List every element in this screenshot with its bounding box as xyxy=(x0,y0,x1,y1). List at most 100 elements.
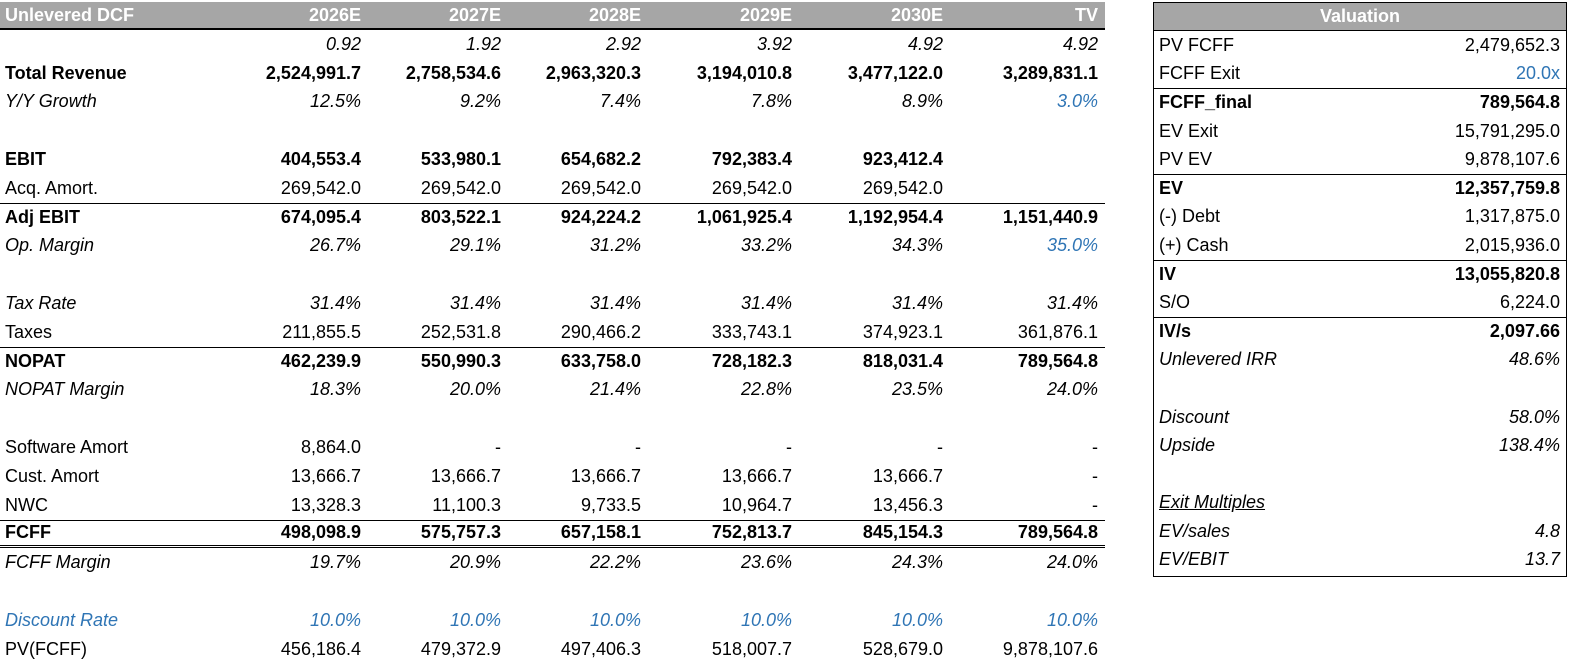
valuation-row: EV Exit 15,791,295.0 xyxy=(1154,117,1566,146)
valuation-value: 2,479,652.3 xyxy=(1464,34,1560,55)
dcf-cell: 361,876.1 xyxy=(1017,321,1098,342)
dcf-table: Unlevered DCF 2026E 2027E 2028E 2029E 20… xyxy=(0,2,1105,664)
valuation-row: FCFF Exit 20.0x xyxy=(1154,60,1566,89)
dcf-cell: 8.9% xyxy=(901,91,943,112)
dcf-cell: 9,878,107.6 xyxy=(1002,638,1098,659)
valuation-value: 48.6% xyxy=(1508,349,1560,370)
dcf-cell: 269,542.0 xyxy=(560,177,641,198)
dcf-cell: 10.0% xyxy=(589,609,641,630)
valuation-label: PV EV xyxy=(1159,149,1213,170)
dcf-cell: 31.4% xyxy=(740,293,792,314)
dcf-row xyxy=(0,577,1105,606)
dcf-cell: 633,758.0 xyxy=(560,351,641,372)
dcf-cell: 23.6% xyxy=(740,552,792,573)
valuation-row: PV EV 9,878,107.6 xyxy=(1154,145,1566,174)
valuation-value: 4.8 xyxy=(1534,520,1560,541)
dcf-cell: 575,757.3 xyxy=(420,522,501,543)
dcf-cell: 33.2% xyxy=(740,235,792,256)
valuation-row: Exit Multiples xyxy=(1154,489,1566,518)
dcf-cell: 26.7% xyxy=(309,235,361,256)
valuation-label: (-) Debt xyxy=(1159,206,1221,227)
valuation-label: EV/EBIT xyxy=(1159,549,1229,570)
dcf-cell: 728,182.3 xyxy=(711,351,792,372)
dcf-cell: 20.0% xyxy=(449,379,501,400)
dcf-row-label: Cust. Amort xyxy=(5,465,100,486)
dcf-cell: 550,990.3 xyxy=(420,351,501,372)
dcf-cell: 789,564.8 xyxy=(1017,351,1098,372)
dcf-cell: 10.0% xyxy=(449,609,501,630)
valuation-row: PV FCFF 2,479,652.3 xyxy=(1154,31,1566,60)
valuation-label: Upside xyxy=(1159,435,1216,456)
dcf-cell: 2,524,991.7 xyxy=(265,62,361,83)
dcf-cell: 290,466.2 xyxy=(560,321,641,342)
valuation-row: IV/s 2,097.66 xyxy=(1154,316,1566,346)
dcf-row-label: FCFF Margin xyxy=(5,552,111,573)
valuation-title: Valuation xyxy=(1154,3,1566,31)
dcf-cell: 12.5% xyxy=(309,91,361,112)
dcf-row-label: NWC xyxy=(5,494,48,515)
dcf-cell: 10.0% xyxy=(740,609,792,630)
valuation-value: 138.4% xyxy=(1498,435,1560,456)
dcf-cell: 3,289,831.1 xyxy=(1002,62,1098,83)
dcf-cell: 818,031.4 xyxy=(862,351,943,372)
dcf-row-label: NOPAT xyxy=(5,351,66,372)
dcf-cell: 374,923.1 xyxy=(862,321,943,342)
dcf-cell: 498,098.9 xyxy=(280,522,361,543)
dcf-cell: 674,095.4 xyxy=(280,207,361,228)
dcf-cell: 18.3% xyxy=(309,379,361,400)
dcf-cell: 31.2% xyxy=(589,235,641,256)
dcf-cell: 3.0% xyxy=(1056,91,1098,112)
dcf-cell: 269,542.0 xyxy=(280,177,361,198)
dcf-row: Discount Rate 10.0% 10.0% 10.0% 10.0% 10.0% 10… xyxy=(0,606,1105,635)
dcf-cell: 404,553.4 xyxy=(280,149,361,170)
dcf-row-label: NOPAT Margin xyxy=(5,379,125,400)
valuation-value: 58.0% xyxy=(1508,406,1560,427)
dcf-cell: 10.0% xyxy=(309,609,361,630)
dcf-cell: 252,531.8 xyxy=(420,321,501,342)
valuation-value: 12,357,759.8 xyxy=(1454,178,1560,199)
dcf-cell: 13,666.7 xyxy=(290,465,361,486)
dcf-cell: 497,406.3 xyxy=(560,638,641,659)
dcf-row: Adj EBIT 674,095.4 803,522.1 924,224.2 1,061… xyxy=(0,202,1105,232)
valuation-value: 789,564.8 xyxy=(1479,92,1560,113)
dcf-cell: 10.0% xyxy=(891,609,943,630)
valuation-row: Discount 58.0% xyxy=(1154,403,1566,432)
valuation-row xyxy=(1154,460,1566,489)
valuation-label: PV FCFF xyxy=(1159,34,1234,55)
dcf-row-label: Op. Margin xyxy=(5,235,95,256)
valuation-row: S/O 6,224.0 xyxy=(1154,288,1566,317)
dcf-row: NOPAT 462,239.9 550,990.3 633,758.0 728,182.… xyxy=(0,346,1105,376)
valuation-row: Upside 138.4% xyxy=(1154,431,1566,460)
valuation-label: (+) Cash xyxy=(1159,234,1229,255)
dcf-title: Unlevered DCF xyxy=(5,5,135,25)
valuation-label: EV xyxy=(1159,178,1184,199)
dcf-row-label: Taxes xyxy=(5,321,53,342)
dcf-cell: 31.4% xyxy=(1046,293,1098,314)
dcf-cell: 752,813.7 xyxy=(711,522,792,543)
year-header: 2026E xyxy=(308,5,361,25)
dcf-cell: 479,372.9 xyxy=(420,638,501,659)
dcf-header-row: Unlevered DCF 2026E 2027E 2028E 2029E 20… xyxy=(0,2,1105,30)
dcf-cell: 654,682.2 xyxy=(560,149,641,170)
dcf-row: EBIT 404,553.4 533,980.1 654,682.2 792,383.4… xyxy=(0,145,1105,174)
dcf-cell: - xyxy=(635,437,641,458)
year-header: 2027E xyxy=(448,5,501,25)
dcf-row: Cust. Amort 13,666.7 13,666.7 13,666.7 13,66… xyxy=(0,462,1105,491)
dcf-cell: 211,855.5 xyxy=(282,321,361,342)
valuation-row: FCFF_final 789,564.8 xyxy=(1154,88,1566,117)
dcf-row-label: Discount Rate xyxy=(5,609,119,630)
dcf-row: FCFF 498,098.9 575,757.3 657,158.1 752,813.7… xyxy=(0,519,1105,549)
dcf-cell: 533,980.1 xyxy=(420,149,501,170)
dcf-cell: 923,412.4 xyxy=(862,149,943,170)
valuation-label: IV/s xyxy=(1159,321,1192,342)
valuation-value: 2,097.66 xyxy=(1489,321,1560,342)
dcf-cell: 462,239.9 xyxy=(280,351,361,372)
dcf-cell: 10.0% xyxy=(1046,609,1098,630)
dcf-row-label: FCFF xyxy=(5,522,51,543)
dcf-row: 0.92 1.92 2.92 3.92 4.92 4.92 xyxy=(0,30,1105,59)
valuation-row: (-) Debt 1,317,875.0 xyxy=(1154,203,1566,232)
dcf-cell: 7.8% xyxy=(750,91,792,112)
dcf-cell: - xyxy=(937,437,943,458)
dcf-row-label: Tax Rate xyxy=(5,293,77,314)
dcf-row: PV(FCFF) 456,186.4 479,372.9 497,406.3 518,0… xyxy=(0,635,1105,664)
